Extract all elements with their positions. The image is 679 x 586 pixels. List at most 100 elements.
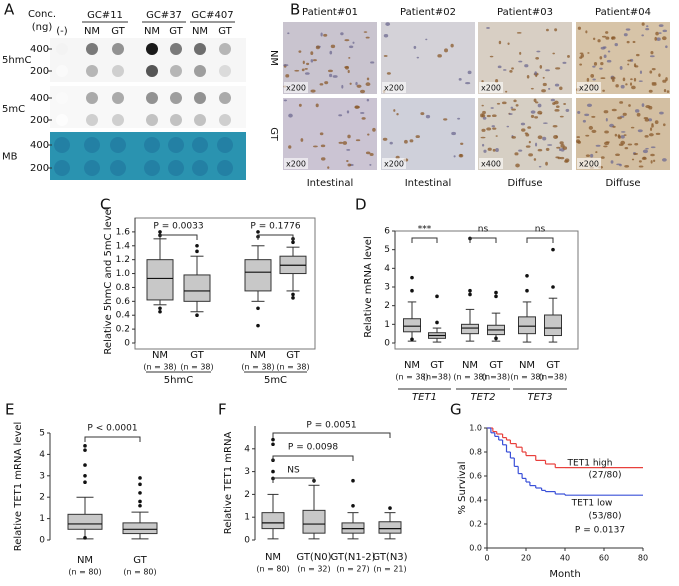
blot-dot <box>110 137 126 153</box>
outlier <box>271 442 275 447</box>
ihc-texture <box>482 110 486 115</box>
ihc-texture <box>662 29 668 33</box>
ihc-texture <box>615 153 620 157</box>
ihc-texture <box>630 78 633 81</box>
box <box>261 512 285 530</box>
ihc-texture <box>626 40 630 44</box>
y-tick-label: 4 <box>244 444 250 454</box>
ihc-texture <box>495 78 499 83</box>
comparison-label: P = 0.1776 <box>250 222 300 232</box>
outlier <box>435 294 439 299</box>
ihc-texture <box>530 87 534 90</box>
ihc-texture <box>605 117 608 122</box>
ihc-texture <box>301 68 305 72</box>
x-tick-label: NM <box>404 360 420 371</box>
comparison-label: P < 0.0001 <box>87 424 137 434</box>
ihc-texture <box>650 160 653 164</box>
ihc-texture <box>344 39 350 42</box>
blot-dot <box>217 137 233 153</box>
ihc-texture <box>625 28 631 31</box>
blot-dot <box>217 160 233 176</box>
ihc-texture <box>533 98 537 103</box>
tissue-label: GT <box>169 26 183 37</box>
ihc-texture <box>465 82 471 85</box>
amount-label: 200 <box>30 66 49 77</box>
magnification: x200 <box>579 160 599 169</box>
n-label: (n = 80) <box>256 565 289 574</box>
tissue-label: NM <box>84 26 100 37</box>
x-tick-label: GT <box>190 350 204 361</box>
ihc-texture <box>545 161 548 166</box>
ihc-texture <box>510 106 514 109</box>
y-tick-label: 1 <box>244 513 250 523</box>
ihc-texture <box>492 127 497 130</box>
ihc-texture <box>649 55 655 58</box>
amount-label: 200 <box>30 163 49 174</box>
box <box>378 521 402 534</box>
panel-label: A <box>4 1 15 19</box>
ihc-texture <box>519 51 522 55</box>
ihc-texture <box>359 89 366 94</box>
outlier <box>138 482 142 487</box>
blot-dot <box>170 114 182 126</box>
magnification: x200 <box>286 160 306 169</box>
ihc-texture <box>605 36 610 40</box>
ihc-texture <box>553 135 559 139</box>
blot-dot <box>144 160 160 176</box>
ihc-texture <box>633 63 637 68</box>
y-tick-label: 0.2 <box>469 520 482 529</box>
ihc-texture <box>404 139 408 144</box>
ihc-texture <box>658 24 664 28</box>
box <box>302 509 326 534</box>
blot-dot <box>84 160 100 176</box>
ihc-texture <box>548 87 551 90</box>
ihc-texture <box>543 122 548 124</box>
ihc-texture <box>320 32 323 37</box>
ihc-texture <box>655 132 661 135</box>
ihc-texture <box>624 146 629 150</box>
ihc-texture <box>492 148 496 152</box>
y-tick-label: 0.4 <box>469 496 482 505</box>
n-label: (n = 32) <box>297 565 330 574</box>
comparison-label: P = 0.0051 <box>306 421 356 431</box>
tumor-type: Diffuse <box>605 178 640 189</box>
n-label: (n = 27) <box>336 565 369 574</box>
blot-dot <box>194 114 206 126</box>
ihc-texture <box>491 114 497 118</box>
outlier <box>83 536 87 540</box>
ihc-texture <box>597 39 601 43</box>
magnification: x400 <box>481 160 501 169</box>
ihc-texture <box>662 123 666 127</box>
ihc-texture <box>323 33 328 37</box>
ihc-texture <box>637 129 643 133</box>
mag-bg <box>284 82 308 93</box>
ihc-texture <box>605 141 610 144</box>
sample-label: GC#407 <box>191 10 233 21</box>
ihc-texture <box>541 89 546 93</box>
tumor-type: Diffuse <box>507 178 542 189</box>
ihc-texture <box>341 84 344 89</box>
y-tick-label: 0.4 <box>116 311 131 321</box>
ihc-texture <box>576 136 581 139</box>
ihc-texture <box>382 137 388 141</box>
outlier <box>83 474 87 478</box>
comparison-bracket <box>469 237 497 243</box>
ihc-texture <box>634 109 640 113</box>
ihc-texture <box>648 133 654 137</box>
ihc-texture <box>396 112 399 116</box>
ihc-texture <box>555 67 561 70</box>
row-name: MB <box>2 152 18 163</box>
n-label: (n = 38) <box>143 363 176 372</box>
box <box>183 274 211 302</box>
ihc-texture <box>525 145 531 148</box>
ihc-texture <box>486 114 491 118</box>
ihc-texture <box>310 51 314 56</box>
ihc-texture <box>365 82 371 87</box>
y-tick-label: 2 <box>384 301 390 311</box>
x-tick-label: 40 <box>560 554 570 563</box>
ihc-texture <box>552 125 558 128</box>
blot-dot <box>56 65 68 77</box>
box <box>122 522 158 535</box>
ihc-texture <box>425 114 431 119</box>
x-tick-label: NM <box>250 350 266 361</box>
